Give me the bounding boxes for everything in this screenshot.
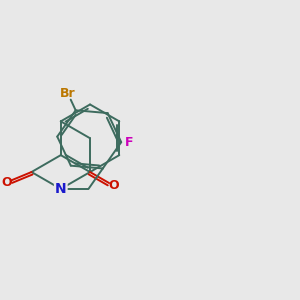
Text: O: O bbox=[108, 179, 119, 192]
Text: F: F bbox=[125, 136, 134, 149]
Text: N: N bbox=[55, 182, 67, 196]
Text: Br: Br bbox=[60, 87, 76, 100]
Text: O: O bbox=[1, 176, 12, 189]
